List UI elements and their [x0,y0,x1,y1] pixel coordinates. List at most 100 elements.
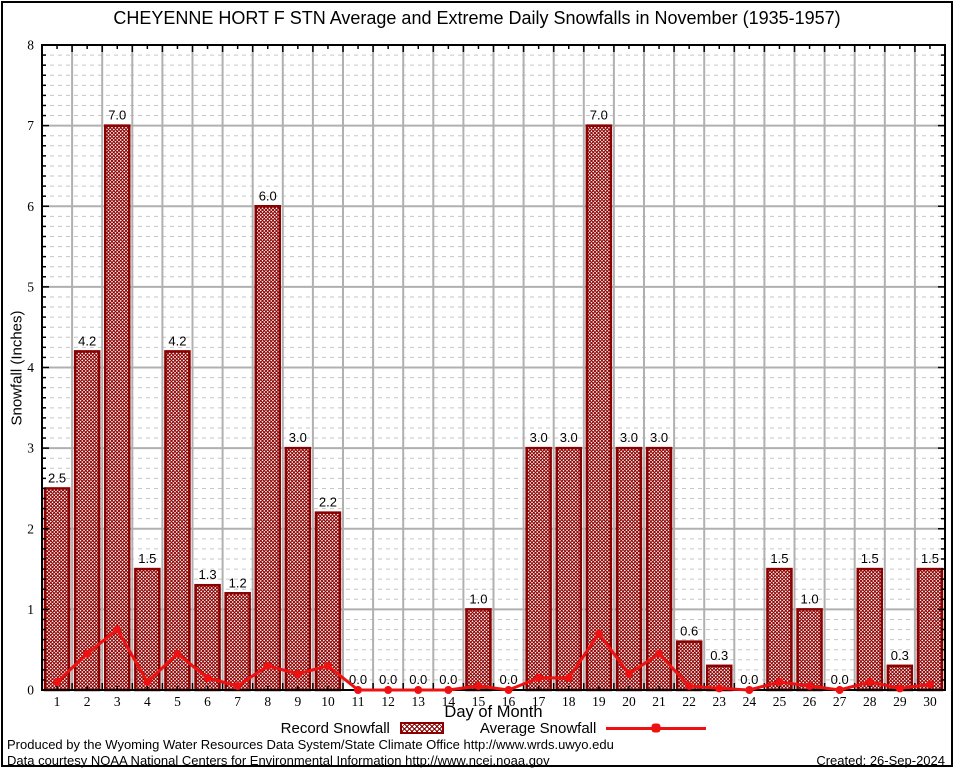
x-tick-label: 15 [472,694,486,709]
x-tick-label: 16 [502,694,516,709]
y-axis-title: Snowfall (Inches) [8,310,26,426]
bar-value-label: 3.0 [530,430,548,445]
x-tick-label: 3 [114,694,121,709]
record-bar-day-19 [585,124,613,692]
y-tick-label: 4 [27,360,34,375]
average-point-day-11 [354,686,363,694]
bar-value-label: 7.0 [590,108,608,123]
average-point-day-18 [564,673,573,682]
x-tick-labels: 1 2 3 4 5 6 7 8 9 10 11 12 13 14 15 16 17 18 19 20 21 22 23 24 2… [54,694,937,709]
average-point-day-28 [865,677,874,686]
average-point-day-22 [685,681,694,690]
bar-value-label: 3.0 [650,430,668,445]
average-point-day-17 [534,673,543,682]
x-tick-label: 9 [294,694,301,709]
x-tick-label: 27 [833,694,847,709]
x-tick-label: 18 [562,694,576,709]
x-tick-label: 8 [264,694,271,709]
record-bar-day-26 [796,608,823,692]
bar-value-label: 2.5 [48,470,66,485]
average-point-day-24 [745,686,754,694]
bar-value-label: 1.5 [138,551,156,566]
bar-value-label: 0.6 [680,624,698,639]
created-date: Created: 26-Sep-2024 [816,753,945,768]
average-point-day-13 [414,686,423,694]
average-point-day-27 [835,686,844,694]
record-bar-day-18 [555,446,582,692]
y-tick-label: 2 [27,521,34,536]
bar-value-label: 1.5 [921,551,939,566]
bar-value-label: 0.0 [349,672,367,687]
y-tick-label: 6 [27,199,34,214]
bar-value-label: 4.2 [168,333,186,348]
average-point-day-2 [83,649,92,658]
x-tick-label: 6 [204,694,211,709]
average-point-day-8 [263,661,272,670]
bar-value-label: 0.0 [409,672,427,687]
record-bar-day-8 [254,205,281,692]
chart-legend: Record Snowfall Average Snowfall [42,719,945,737]
average-point-day-5 [173,649,182,658]
average-point-day-15 [474,681,483,690]
record-bar-day-9 [284,446,312,692]
x-tick-label: 26 [803,694,817,709]
x-tick-label: 14 [442,694,456,709]
record-bar-day-4 [134,567,161,692]
x-tick-label: 12 [381,694,395,709]
footer-data-courtesy: Data courtesy NOAA National Centers for … [7,753,550,768]
y-tick-labels: 0 1 2 3 4 5 6 7 8 [27,38,34,698]
y-tick-label: 3 [27,441,34,456]
legend-average-group: Average Snowfall [480,720,707,737]
average-line-icon [606,723,707,733]
bar-value-label: 3.0 [289,430,307,445]
average-point-day-23 [715,684,724,693]
average-point-day-1 [53,677,62,686]
average-point-day-16 [504,686,513,694]
bar-value-label: 1.0 [469,591,487,606]
average-point-day-19 [594,629,603,638]
bar-value-label: 0.0 [831,672,849,687]
record-bar-day-1 [43,487,71,692]
y-tick-label: 8 [27,38,34,53]
record-bar-day-7 [224,592,251,692]
record-hatch-swatch-icon [399,722,444,734]
x-tick-label: 25 [773,694,787,709]
average-point-day-12 [384,686,393,694]
average-point-day-25 [775,677,784,686]
x-tick-label: 1 [54,694,61,709]
bar-value-label: 1.0 [801,591,819,606]
bar-value-labels: 2.5 4.2 7.0 1.5 4.2 1.3 1.2 6.0 3.0 2.2 0.0 0.0 0.0 0… [48,108,939,687]
x-tick-label: 24 [743,694,757,709]
average-point-day-29 [895,684,904,693]
footer-produced-by: Produced by the Wyoming Water Resources … [7,737,614,752]
bar-value-label: 6.0 [259,188,277,203]
x-axis-title: Day of Month [444,703,543,721]
bar-value-label: 7.0 [108,108,126,123]
bar-value-label: 0.0 [500,672,518,687]
x-tick-label: 17 [532,694,546,709]
average-point-day-14 [444,686,453,694]
average-point-day-9 [293,669,302,678]
x-tick-label: 5 [174,694,181,709]
record-bar-day-28 [856,567,883,692]
record-bar-day-30 [916,567,944,692]
record-bar-day-25 [766,567,793,692]
x-tick-label: 10 [321,694,335,709]
x-tick-label: 20 [622,694,636,709]
average-point-day-26 [805,681,814,690]
bar-value-label: 1.3 [199,567,217,582]
average-point-day-10 [323,661,332,670]
x-tick-label: 4 [144,694,151,709]
bar-value-label: 1.2 [229,575,247,590]
record-bar-day-17 [525,446,552,692]
bar-value-label: 0.0 [439,672,457,687]
average-line-series [53,625,934,694]
legend-record-label: Record Snowfall [280,719,390,737]
bar-value-label: 2.2 [319,495,337,510]
bar-value-label: 1.5 [861,551,879,566]
average-point-day-6 [203,673,212,682]
record-bar-day-3 [104,124,131,692]
bar-value-label: 1.5 [770,551,788,566]
x-tick-label: 22 [682,694,696,709]
x-tick-label: 29 [893,694,907,709]
